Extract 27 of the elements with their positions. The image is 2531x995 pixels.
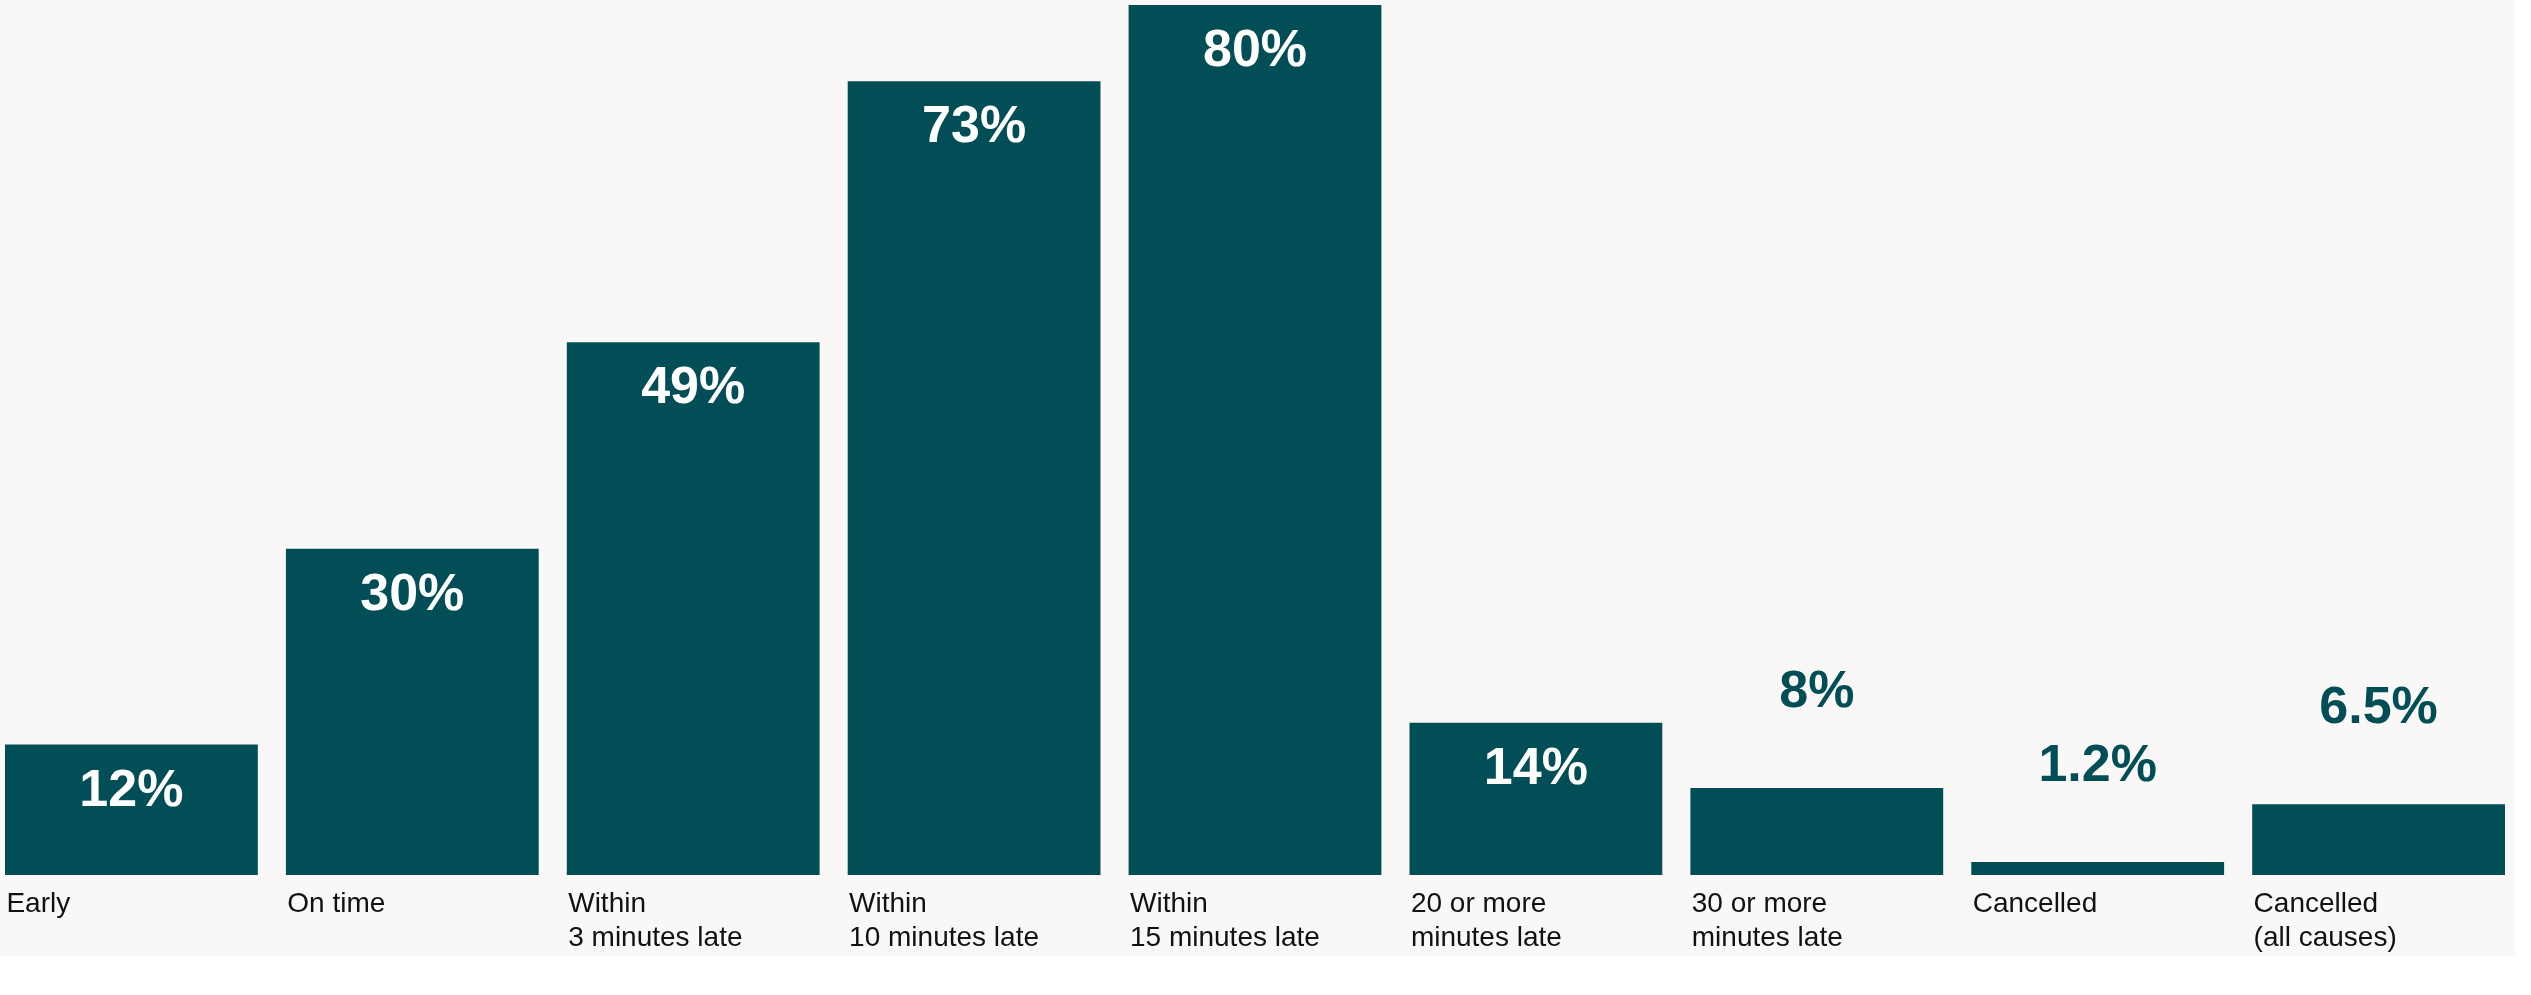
data-label: 1.2% [2038, 733, 2157, 792]
data-label: 14% [1483, 736, 1588, 795]
bar [566, 342, 820, 875]
bar [1690, 788, 1944, 875]
x-tick-label: Within 3 minutes late [568, 886, 743, 952]
x-tick-label: Cancelled (all causes) [2253, 886, 2397, 952]
bar [1128, 5, 1382, 875]
x-tick-label: Within 10 minutes late [849, 886, 1039, 952]
x-tick-label: Cancelled [1972, 886, 2098, 918]
data-label: 30% [360, 562, 465, 621]
x-tick-label: 20 or more minutes late [1410, 886, 1562, 952]
data-label: 73% [922, 95, 1027, 154]
data-label: 12% [79, 758, 184, 817]
x-tick-label: Early [6, 886, 71, 918]
data-label: 6.5% [2319, 676, 2438, 735]
bar [2252, 804, 2505, 875]
x-tick-label: Within 15 minutes late [1130, 886, 1320, 952]
bar [1971, 861, 2225, 875]
data-label: 49% [641, 356, 746, 415]
bar [285, 548, 539, 875]
data-label: 80% [1202, 19, 1308, 77]
bar [1409, 722, 1663, 875]
x-tick-label: 30 or more minutes late [1691, 886, 1843, 952]
bar [847, 81, 1101, 875]
x-tick-label: On time [287, 886, 386, 918]
data-label: 8% [1779, 660, 1855, 718]
bar [5, 744, 258, 875]
